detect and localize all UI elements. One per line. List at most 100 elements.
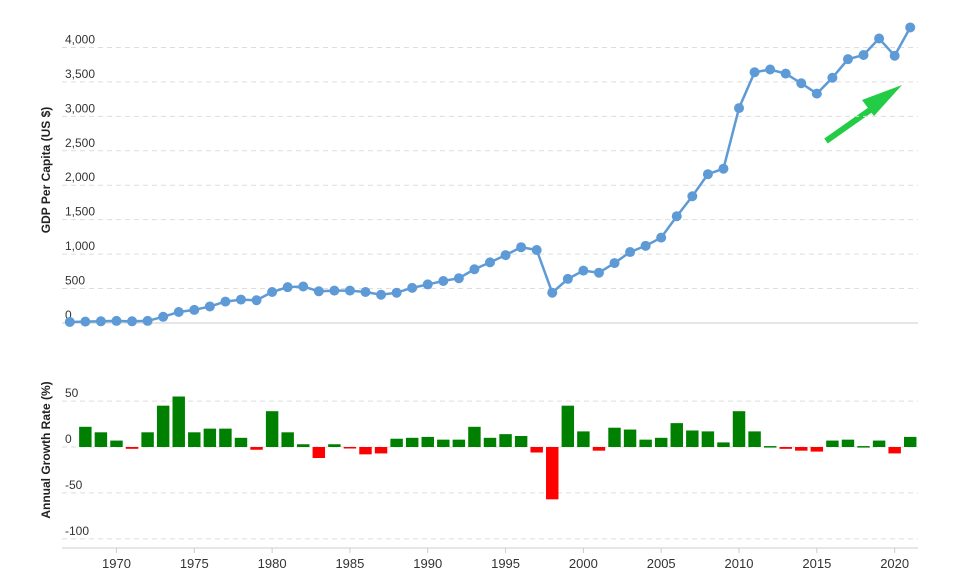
bar bbox=[250, 447, 263, 450]
bar bbox=[452, 439, 466, 447]
point bbox=[889, 50, 900, 61]
point bbox=[796, 78, 807, 89]
bar bbox=[405, 437, 419, 447]
bar bbox=[732, 411, 746, 447]
point bbox=[127, 316, 138, 327]
point bbox=[516, 242, 527, 253]
point bbox=[267, 287, 278, 297]
bar bbox=[826, 440, 839, 447]
bar bbox=[499, 434, 512, 447]
point bbox=[204, 301, 215, 312]
bar bbox=[94, 432, 108, 447]
point bbox=[329, 285, 340, 296]
bar bbox=[343, 447, 357, 449]
bar bbox=[546, 447, 559, 500]
point bbox=[734, 103, 745, 114]
point bbox=[173, 306, 184, 317]
y-tick-label: 0 bbox=[65, 308, 72, 322]
bar bbox=[701, 431, 715, 447]
point bbox=[391, 287, 402, 298]
bar bbox=[468, 426, 481, 447]
y-tick-label: 1,000 bbox=[65, 239, 95, 253]
bar bbox=[156, 405, 170, 447]
x-tick-label: 1980 bbox=[258, 556, 287, 571]
point bbox=[376, 289, 387, 300]
point bbox=[671, 211, 682, 222]
bar bbox=[265, 411, 279, 447]
y-tick-label: -100 bbox=[65, 524, 89, 538]
bar bbox=[203, 428, 217, 447]
bar bbox=[390, 438, 403, 447]
point bbox=[780, 68, 791, 79]
y-tick-label: 0 bbox=[65, 432, 72, 446]
point bbox=[469, 264, 480, 275]
point bbox=[656, 232, 667, 243]
point bbox=[811, 88, 822, 99]
y-tick-label: 4,000 bbox=[65, 32, 95, 46]
x-tick-label: 1975 bbox=[180, 556, 209, 571]
point bbox=[687, 191, 698, 202]
bar bbox=[872, 440, 886, 447]
y-tick-label: 500 bbox=[65, 274, 85, 288]
point bbox=[453, 273, 464, 284]
point bbox=[578, 265, 589, 276]
bar bbox=[639, 439, 652, 447]
arrow-head bbox=[862, 85, 902, 116]
point bbox=[344, 285, 355, 296]
bar bbox=[359, 447, 372, 455]
point bbox=[500, 250, 511, 261]
point bbox=[531, 244, 542, 255]
bar bbox=[483, 437, 497, 447]
bar bbox=[328, 444, 341, 447]
x-tick-label: 1990 bbox=[413, 556, 442, 571]
point bbox=[562, 273, 573, 284]
bar bbox=[172, 396, 185, 447]
point bbox=[158, 311, 169, 322]
bar bbox=[670, 423, 683, 447]
bar bbox=[188, 432, 201, 447]
point bbox=[625, 247, 636, 258]
bar bbox=[654, 437, 668, 447]
point bbox=[749, 67, 760, 78]
x-tick-label: 2015 bbox=[802, 556, 831, 571]
bar bbox=[281, 432, 294, 447]
bar bbox=[577, 431, 590, 447]
bar bbox=[686, 430, 699, 447]
point bbox=[282, 282, 293, 293]
point bbox=[438, 275, 449, 286]
y-axis-title: Annual Growth Rate (%) bbox=[39, 381, 53, 518]
point bbox=[64, 316, 75, 327]
bar bbox=[514, 435, 528, 447]
point bbox=[251, 295, 262, 306]
point bbox=[485, 257, 495, 268]
bar bbox=[608, 427, 621, 447]
bar bbox=[888, 447, 901, 454]
point bbox=[407, 282, 418, 293]
point bbox=[313, 286, 324, 297]
y-tick-label: 2,000 bbox=[65, 170, 95, 184]
bar bbox=[437, 439, 450, 447]
point bbox=[765, 64, 776, 75]
point bbox=[220, 296, 231, 307]
point bbox=[858, 50, 869, 61]
bar bbox=[421, 436, 434, 447]
point bbox=[111, 315, 122, 326]
x-tick-label: 2020 bbox=[880, 556, 909, 571]
bar bbox=[234, 437, 248, 447]
x-tick-label: 1995 bbox=[491, 556, 520, 571]
y-tick-label: 50 bbox=[65, 386, 79, 400]
y-axis-title: GDP Per Capita (US $) bbox=[39, 107, 53, 233]
y-tick-label: 3,500 bbox=[65, 67, 95, 81]
point bbox=[593, 267, 604, 278]
y-tick-label: -50 bbox=[65, 478, 83, 492]
point bbox=[422, 279, 433, 290]
bar bbox=[374, 447, 388, 454]
point bbox=[298, 281, 309, 292]
bar bbox=[219, 428, 232, 447]
y-tick-label: 2,500 bbox=[65, 136, 95, 150]
point bbox=[189, 304, 200, 315]
point bbox=[609, 258, 620, 269]
point bbox=[905, 22, 916, 33]
x-tick-label: 1985 bbox=[335, 556, 364, 571]
